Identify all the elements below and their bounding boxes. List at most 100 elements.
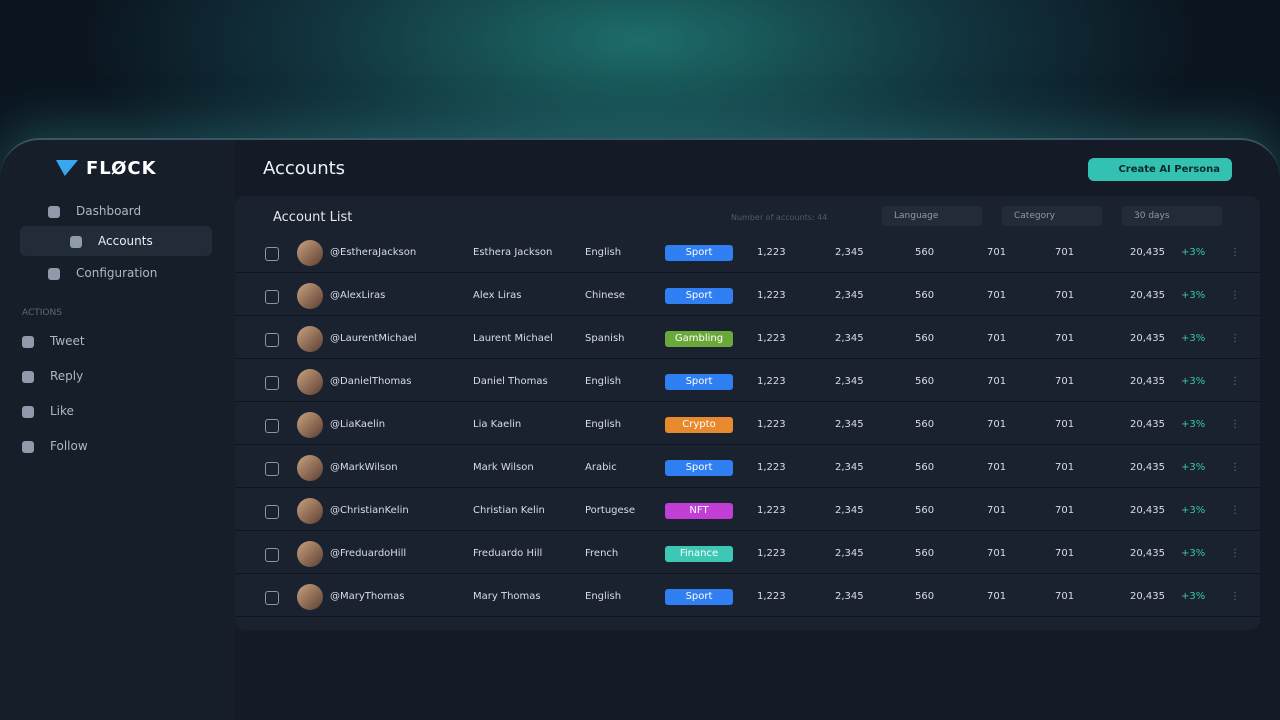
table-row[interactable]: @EstheraJackson Esthera Jackson English Spo…: [235, 234, 1260, 273]
row-menu[interactable]: ⋮: [1230, 462, 1240, 473]
table-row[interactable]: @LiaKaelin Lia Kaelin English Crypto 1,223 2,…: [235, 406, 1260, 445]
cell-handle: @LaurentMichael: [330, 333, 417, 344]
cell-stat: 2,345: [835, 419, 864, 430]
nav-item[interactable]: Accounts: [20, 226, 212, 256]
actions-label: ACTIONS: [22, 308, 62, 318]
cell-stat: 1,223: [757, 247, 786, 258]
cell-change: +3%: [1181, 591, 1206, 602]
row-menu[interactable]: ⋮: [1230, 419, 1240, 430]
cell-stat: 560: [915, 591, 935, 602]
cell-stat: 560: [915, 376, 935, 387]
cell-handle: @MarkWilson: [330, 462, 398, 473]
avatar: [297, 498, 323, 524]
row-menu[interactable]: ⋮: [1230, 505, 1240, 516]
row-checkbox[interactable]: [265, 505, 279, 519]
row-checkbox[interactable]: [265, 290, 279, 304]
row-checkbox[interactable]: [265, 591, 279, 605]
nav-item[interactable]: Dashboard: [48, 204, 141, 218]
cell-stat: 701: [1055, 247, 1075, 258]
account-list: Account List Number of accounts: 44 Lang…: [235, 196, 1260, 630]
action-item[interactable]: Tweet: [22, 334, 85, 348]
row-menu[interactable]: ⋮: [1230, 247, 1240, 258]
cell-handle: @LiaKaelin: [330, 419, 386, 430]
row-menu[interactable]: ⋮: [1230, 591, 1240, 602]
action-item[interactable]: Reply: [22, 369, 83, 383]
cell-stat: 560: [915, 333, 935, 344]
row-checkbox[interactable]: [265, 247, 279, 261]
cell-language: Portugese: [585, 505, 636, 516]
action-label: Tweet: [50, 334, 85, 348]
cell-stat: 20,435: [1130, 591, 1165, 602]
row-menu[interactable]: ⋮: [1230, 333, 1240, 344]
table-row[interactable]: @DanielThomas Daniel Thomas English Sport 1,…: [235, 363, 1260, 402]
cell-stat: 2,345: [835, 290, 864, 301]
cell-stat: 20,435: [1130, 247, 1165, 258]
action-icon: [22, 440, 34, 453]
cell-stat: 701: [1055, 376, 1075, 387]
row-checkbox[interactable]: [265, 376, 279, 390]
table-row[interactable]: @AlexLiras Alex Liras Chinese Sport 1,223 2,3…: [235, 277, 1260, 316]
cell-change: +3%: [1181, 290, 1206, 301]
cell-name: Mary Thomas: [473, 591, 541, 602]
cell-name: Esthera Jackson: [473, 247, 553, 258]
cell-stat: 701: [987, 333, 1007, 344]
cell-name: Alex Liras: [473, 290, 522, 301]
nav-label: Dashboard: [76, 204, 142, 218]
cell-stat: 20,435: [1130, 333, 1165, 344]
cell-stat: 1,223: [757, 462, 786, 473]
action-item[interactable]: Like: [22, 404, 74, 418]
row-menu[interactable]: ⋮: [1230, 290, 1240, 301]
filter-dropdown[interactable]: 30 days: [1122, 206, 1222, 226]
cell-stat: 560: [915, 548, 935, 559]
cell-language: Chinese: [585, 290, 625, 301]
cell-stat: 701: [987, 376, 1007, 387]
row-menu[interactable]: ⋮: [1230, 376, 1240, 387]
filter-dropdown[interactable]: Category: [1002, 206, 1102, 226]
cell-handle: @MaryThomas: [330, 591, 405, 602]
cell-language: French: [585, 548, 619, 559]
avatar: [297, 541, 323, 567]
avatar: [297, 283, 323, 309]
nav-label: Accounts: [98, 234, 153, 248]
table-row[interactable]: @MaryThomas Mary Thomas English Sport 1,223 2…: [235, 578, 1260, 617]
row-menu[interactable]: ⋮: [1230, 548, 1240, 559]
brand: FLØCK: [58, 158, 157, 179]
row-checkbox[interactable]: [265, 333, 279, 347]
cell-stat: 2,345: [835, 247, 864, 258]
cell-stat: 2,345: [835, 505, 864, 516]
cell-language: English: [585, 376, 622, 387]
account-count: Number of accounts: 44: [731, 213, 828, 222]
cell-stat: 1,223: [757, 591, 786, 602]
avatar: [297, 326, 323, 352]
cell-stat: 20,435: [1130, 290, 1165, 301]
filter-dropdown[interactable]: Language: [882, 206, 982, 226]
create-button[interactable]: Create AI Persona: [1088, 158, 1232, 181]
action-label: Like: [50, 404, 74, 418]
cell-change: +3%: [1181, 548, 1206, 559]
cell-stat: 560: [915, 290, 935, 301]
cell-stat: 701: [987, 419, 1007, 430]
cell-handle: @EstheraJackson: [330, 247, 417, 258]
cell-name: Freduardo Hill: [473, 548, 543, 559]
cell-stat: 701: [987, 247, 1007, 258]
cell-handle: @ChristianKelin: [330, 505, 409, 516]
table-row[interactable]: @MarkWilson Mark Wilson Arabic Sport 1,223 2,…: [235, 449, 1260, 488]
table-row[interactable]: @FreduardoHill Freduardo Hill French Financ…: [235, 535, 1260, 574]
cell-stat: 701: [987, 591, 1007, 602]
row-checkbox[interactable]: [265, 462, 279, 476]
action-item[interactable]: Follow: [22, 439, 88, 453]
row-checkbox[interactable]: [265, 419, 279, 433]
table-row[interactable]: @ChristianKelin Christian Kelin Portugese N…: [235, 492, 1260, 531]
cell-stat: 701: [1055, 333, 1075, 344]
cell-change: +3%: [1181, 419, 1206, 430]
cell-category: Sport: [665, 460, 733, 476]
cell-stat: 1,223: [757, 419, 786, 430]
cell-stat: 20,435: [1130, 548, 1165, 559]
nav-item[interactable]: Configuration: [48, 266, 157, 280]
cell-stat: 701: [987, 462, 1007, 473]
table-row[interactable]: @LaurentMichael Laurent Michael Spanish Gam…: [235, 320, 1260, 359]
row-checkbox[interactable]: [265, 548, 279, 562]
cell-name: Laurent Michael: [473, 333, 553, 344]
cell-language: Spanish: [585, 333, 625, 344]
cell-change: +3%: [1181, 247, 1206, 258]
